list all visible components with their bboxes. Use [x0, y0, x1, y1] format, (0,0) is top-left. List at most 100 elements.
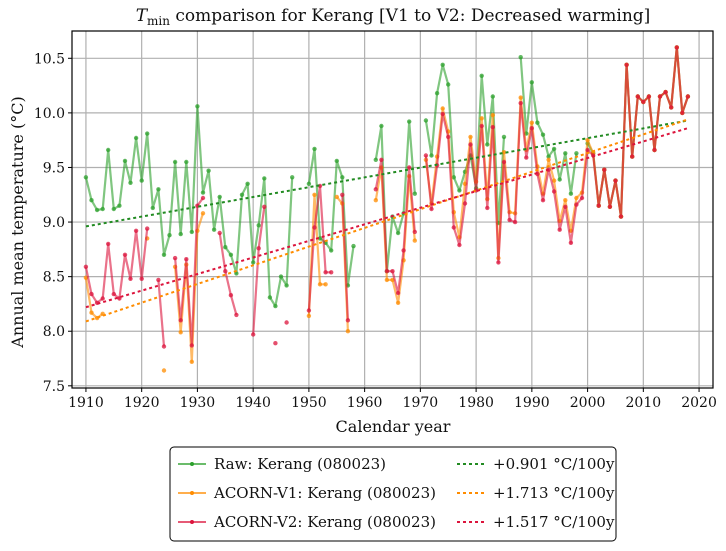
x-tick-label: 1920: [124, 395, 160, 411]
data-point: [462, 201, 468, 206]
y-tick-label: 9.0: [43, 215, 65, 231]
data-point: [379, 157, 384, 162]
data-point: [184, 159, 189, 165]
data-point: [145, 131, 150, 136]
data-point: [395, 230, 401, 236]
data-point: [501, 134, 507, 140]
data-point: [284, 283, 289, 288]
series-line: [374, 120, 416, 273]
data-point: [613, 178, 618, 183]
data-point: [579, 195, 585, 201]
data-point: [94, 207, 100, 213]
data-point: [434, 91, 440, 96]
title-rest: comparison for Kerang [V1 to V2: Decreas…: [170, 6, 650, 26]
data-point: [384, 277, 390, 283]
data-point: [117, 203, 122, 208]
data-point: [540, 132, 546, 137]
data-point: [351, 243, 356, 249]
data-point: [200, 211, 206, 216]
data-point: [429, 153, 434, 158]
data-point: [574, 151, 579, 156]
data-point: [457, 242, 462, 248]
data-point: [440, 111, 445, 117]
y-axis-label: Annual mean temperature (°C): [8, 96, 27, 348]
data-point: [256, 223, 261, 228]
legend-label: ACORN-V2: Kerang (080023): [213, 513, 436, 531]
data-point: [501, 159, 507, 165]
data-point: [412, 238, 417, 243]
data-point: [546, 157, 551, 162]
legend-frame: [169, 446, 617, 542]
y-tick-label: 8.5: [43, 270, 65, 286]
data-point: [574, 202, 579, 207]
series-line: [218, 232, 238, 316]
data-point: [568, 240, 574, 245]
data-point: [468, 134, 473, 140]
data-point: [479, 73, 484, 79]
data-point: [100, 296, 105, 301]
data-point: [156, 187, 161, 192]
x-tick-label: 1940: [235, 395, 271, 411]
data-point: [167, 233, 172, 238]
x-tick-label: 1990: [514, 395, 550, 411]
data-point: [390, 269, 395, 274]
data-point: [395, 290, 401, 296]
data-point: [256, 246, 261, 251]
data-point: [373, 198, 378, 203]
data-point: [479, 116, 484, 121]
data-point: [423, 153, 429, 158]
data-point: [340, 192, 345, 197]
trend-line-acorn-v2: [85, 127, 689, 309]
data-point: [178, 318, 183, 323]
x-tick-label: 1960: [347, 395, 383, 411]
data-point: [669, 105, 674, 110]
data-point: [245, 181, 250, 186]
data-point: [189, 229, 194, 235]
data-point: [485, 205, 490, 211]
legend-marker: [190, 491, 194, 495]
data-point: [156, 277, 161, 283]
data-point: [412, 229, 417, 235]
data-point: [607, 204, 613, 209]
data-point: [89, 291, 94, 297]
data-point: [312, 225, 317, 230]
data-point: [440, 62, 445, 67]
data-point: [89, 310, 94, 315]
legend-entry: +1.713 °C/100y: [457, 484, 615, 502]
data-point: [557, 177, 562, 182]
legend-marker: [190, 520, 194, 524]
series-line: [374, 158, 416, 295]
data-point: [440, 106, 445, 111]
data-point: [211, 227, 217, 232]
data-point: [312, 146, 317, 152]
data-point: [535, 120, 540, 125]
data-point: [602, 167, 607, 172]
data-point: [685, 94, 691, 99]
data-point: [228, 293, 234, 298]
data-point: [306, 181, 312, 186]
x-tick-label: 2000: [570, 395, 606, 411]
data-point: [529, 80, 534, 85]
data-point: [334, 194, 339, 200]
data-point: [150, 205, 155, 211]
data-point: [122, 158, 128, 164]
data-point: [451, 175, 456, 180]
data-point: [551, 146, 557, 152]
x-tick-label: 1980: [458, 395, 494, 411]
data-point: [172, 255, 178, 261]
data-point: [139, 276, 144, 281]
trend-layer: [85, 118, 689, 323]
data-point: [145, 226, 150, 231]
data-point: [518, 100, 523, 106]
series-layer: [83, 45, 691, 373]
data-point: [551, 178, 557, 183]
y-tick-label: 10.5: [34, 51, 65, 67]
legend-label: +1.517 °C/100y: [493, 513, 615, 531]
data-point: [551, 189, 557, 194]
data-point: [189, 343, 194, 348]
data-point: [306, 308, 312, 313]
data-point: [540, 198, 546, 203]
data-point: [657, 94, 663, 99]
data-point: [457, 188, 462, 193]
